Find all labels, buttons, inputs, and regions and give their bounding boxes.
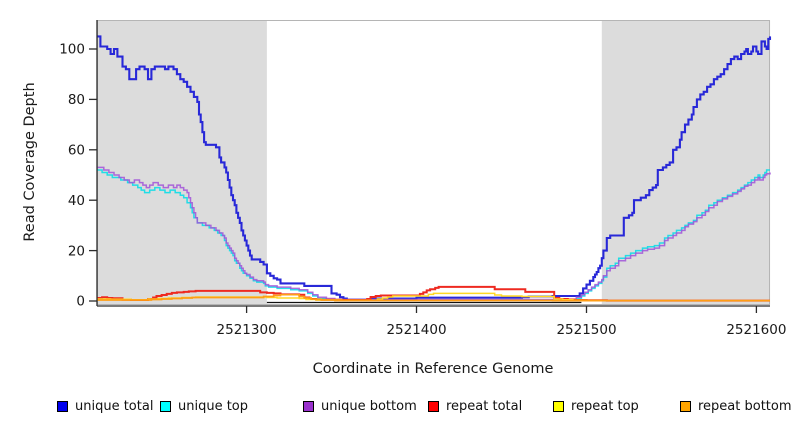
x-tick-label: 2521300	[217, 322, 277, 338]
legend-swatch	[553, 401, 564, 412]
series-unique-total	[97, 35, 772, 301]
y-tick-label: 40	[68, 193, 85, 209]
legend-item-repeat-total: repeat total	[428, 399, 522, 414]
legend-swatch	[57, 401, 68, 412]
series-repeat-top	[97, 292, 770, 302]
legend-item-unique-bottom: unique bottom	[303, 399, 417, 414]
legend-item-unique-total: unique total	[57, 399, 153, 414]
legend-item-repeat-bottom: repeat bottom	[680, 399, 792, 414]
series-unique-bottom	[97, 166, 771, 301]
y-tick-label: 20	[68, 243, 85, 259]
x-tick-label: 2521600	[726, 322, 786, 338]
legend-swatch	[680, 401, 691, 412]
y-tick-label: 80	[68, 92, 85, 108]
y-tick-label: 60	[68, 143, 85, 159]
legend-label: unique bottom	[321, 399, 417, 414]
y-tick-label: 100	[59, 42, 85, 58]
x-tick-label: 2521500	[556, 322, 616, 338]
legend-label: unique total	[75, 399, 154, 414]
legend-swatch	[303, 401, 314, 412]
y-tick-label: 0	[76, 294, 85, 310]
y-axis-title: Read Coverage Depth	[22, 82, 38, 242]
right-unique-flank	[601, 20, 771, 305]
legend-label: unique top	[178, 399, 249, 414]
legend-item-unique-top: unique top	[160, 399, 248, 414]
legend-swatch	[160, 401, 171, 412]
series-repeat-bottom	[97, 293, 770, 302]
legend-item-repeat-top: repeat top	[553, 399, 639, 414]
legend-swatch	[428, 401, 439, 412]
x-tick-label: 2521400	[386, 322, 446, 338]
legend-label: repeat total	[446, 399, 523, 414]
legend-label: repeat top	[571, 399, 639, 414]
legend-label: repeat bottom	[698, 399, 792, 414]
x-axis-title: Coordinate in Reference Genome	[312, 361, 554, 377]
